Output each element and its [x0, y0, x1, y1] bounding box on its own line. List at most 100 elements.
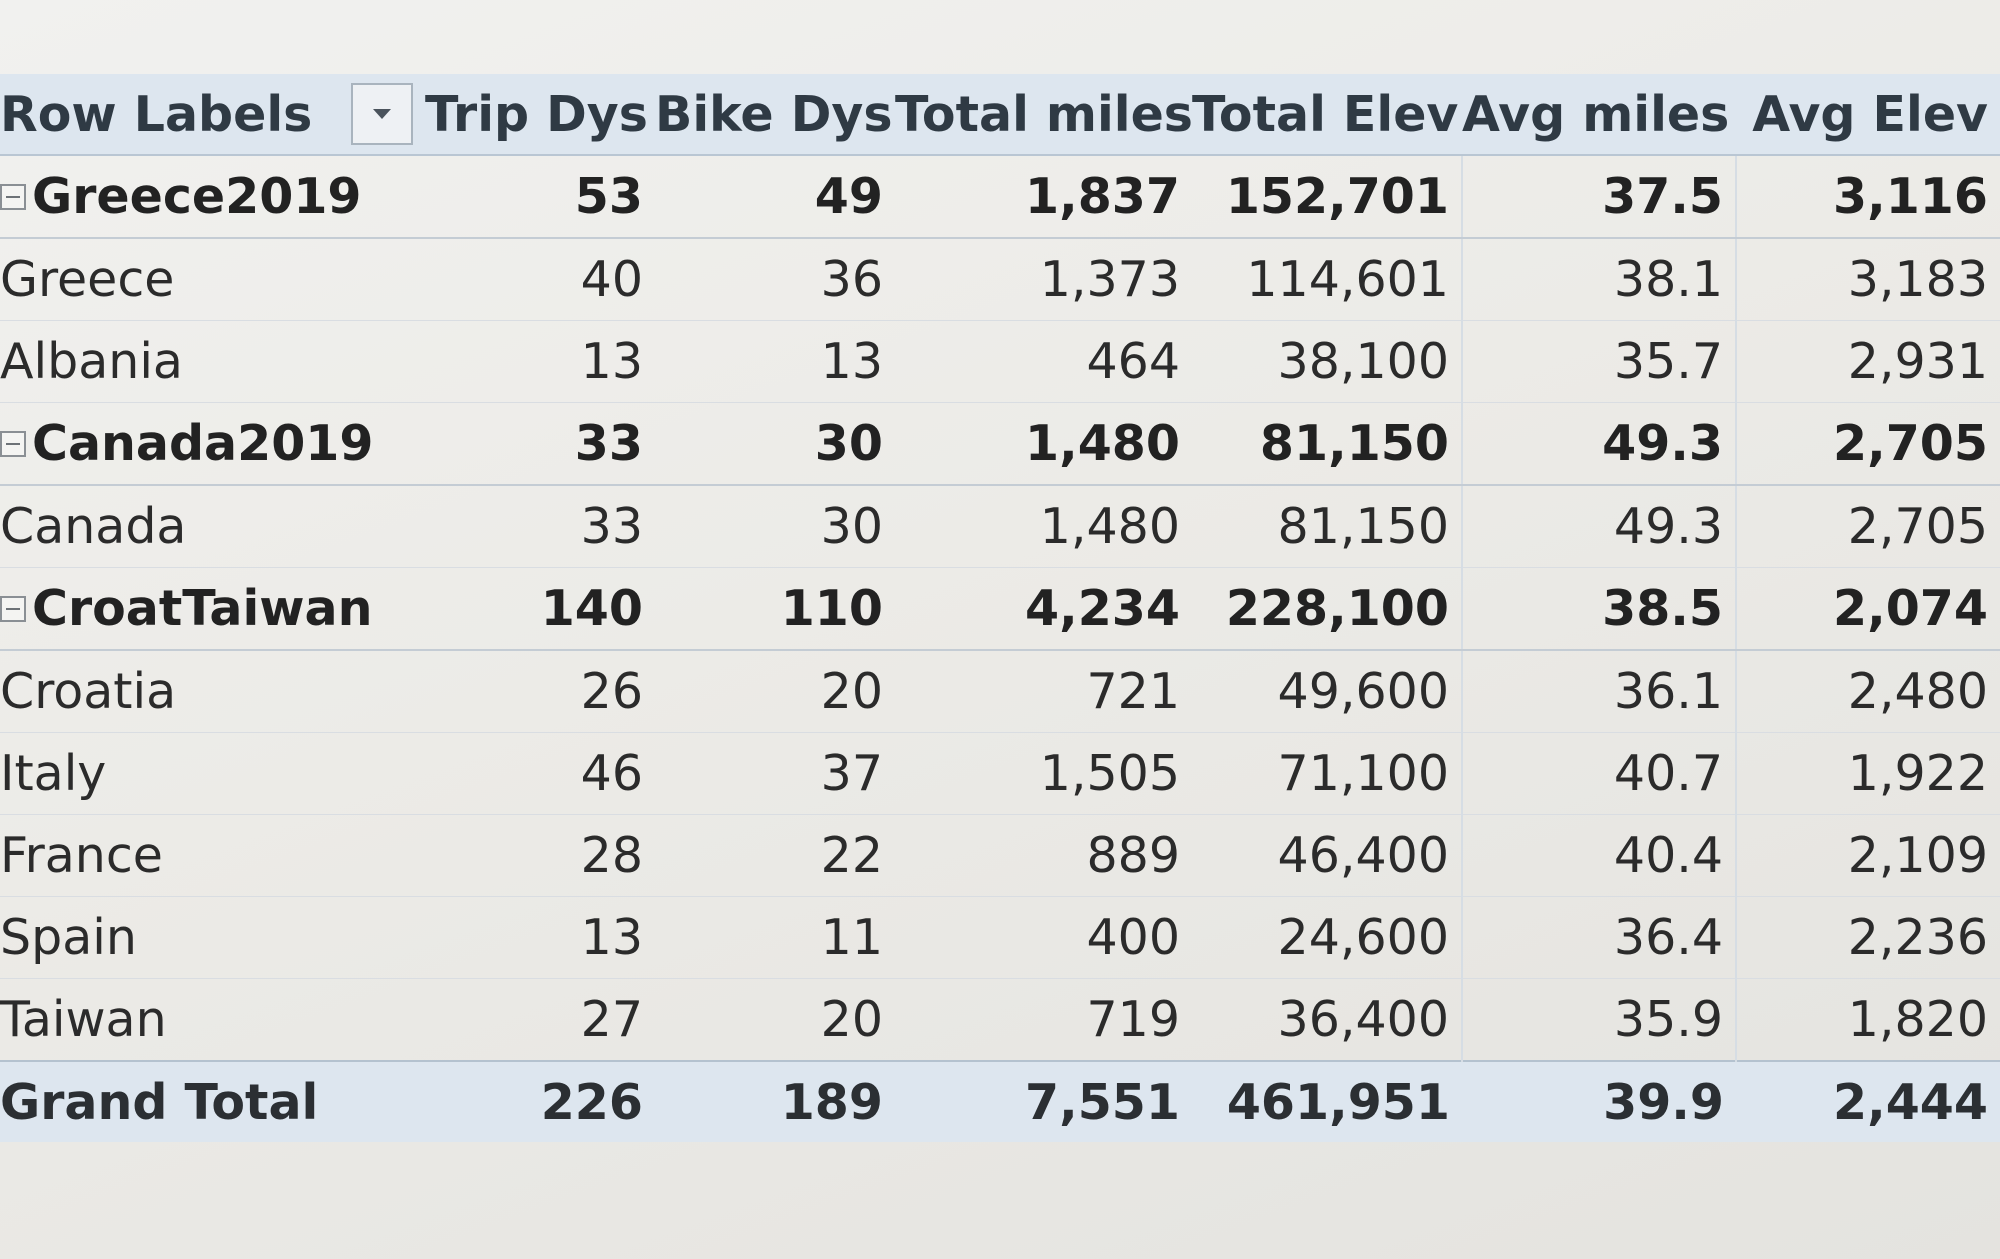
- header-row-labels: Row Labels: [0, 74, 425, 156]
- cell-avg-elev: 2,074: [1735, 567, 2000, 651]
- header-trip-dys[interactable]: Trip Dys: [425, 74, 655, 156]
- group-row[interactable]: Greece2019 53 49 1,837 152,701 37.5 3,11…: [0, 155, 2000, 239]
- cell-avg-elev: 3,116: [1735, 155, 2000, 239]
- cell-total-miles: 1,837: [895, 155, 1192, 239]
- row-labels-filter-button[interactable]: [351, 83, 413, 145]
- total-avg-elev: 2,444: [1736, 1060, 2000, 1142]
- country-label: Italy: [0, 732, 425, 815]
- cell-trip-dys: 46: [425, 732, 655, 815]
- country-label: Croatia: [0, 650, 425, 733]
- header-bike-dys[interactable]: Bike Dys: [655, 74, 895, 156]
- cell-avg-miles: 36.1: [1461, 650, 1736, 733]
- group-row[interactable]: CroatTaiwan 140 110 4,234 228,100 38.5 2…: [0, 567, 2000, 651]
- cell-trip-dys: 28: [425, 814, 655, 897]
- cell-trip-dys: 140: [425, 567, 655, 651]
- country-row[interactable]: Albania 13 13 464 38,100 35.7 2,931: [0, 320, 2000, 403]
- cell-total-elev: 81,150: [1192, 402, 1462, 486]
- cell-bike-dys: 110: [655, 567, 895, 651]
- cell-avg-miles: 36.4: [1461, 896, 1736, 979]
- cell-total-elev: 46,400: [1192, 814, 1462, 897]
- cell-avg-miles: 49.3: [1461, 402, 1736, 486]
- cell-total-elev: 38,100: [1192, 320, 1462, 403]
- cell-bike-dys: 30: [655, 402, 895, 486]
- cell-total-elev: 228,100: [1192, 567, 1462, 651]
- cell-avg-miles: 35.7: [1461, 320, 1736, 403]
- header-avg-elev[interactable]: Avg Elev: [1736, 74, 2000, 156]
- grand-total-row[interactable]: Grand Total 226 189 7,551 461,951 39.9 2…: [0, 1060, 2000, 1142]
- cell-bike-dys: 37: [655, 732, 895, 815]
- cell-trip-dys: 26: [425, 650, 655, 733]
- cell-avg-elev: 1,922: [1735, 732, 2000, 815]
- total-bike-dys: 189: [655, 1060, 895, 1142]
- cell-total-miles: 400: [895, 896, 1192, 979]
- cell-total-elev: 71,100: [1192, 732, 1462, 815]
- cell-total-miles: 1,505: [895, 732, 1192, 815]
- cell-avg-elev: 2,931: [1735, 320, 2000, 403]
- cell-avg-miles: 40.7: [1461, 732, 1736, 815]
- country-row[interactable]: Croatia 26 20 721 49,600 36.1 2,480: [0, 650, 2000, 733]
- country-row[interactable]: Taiwan 27 20 719 36,400 35.9 1,820: [0, 978, 2000, 1062]
- header-avg-miles[interactable]: Avg miles: [1462, 74, 1736, 156]
- cell-trip-dys: 40: [425, 238, 655, 321]
- group-row[interactable]: Canada2019 33 30 1,480 81,150 49.3 2,705: [0, 402, 2000, 486]
- cell-avg-elev: 2,236: [1735, 896, 2000, 979]
- cell-bike-dys: 13: [655, 320, 895, 403]
- cell-total-miles: 721: [895, 650, 1192, 733]
- cell-total-elev: 114,601: [1192, 238, 1462, 321]
- cell-avg-elev: 2,109: [1735, 814, 2000, 897]
- country-label: Greece: [0, 238, 425, 321]
- cell-total-miles: 719: [895, 978, 1192, 1062]
- cell-avg-elev: 3,183: [1735, 238, 2000, 321]
- total-total-elev: 461,951: [1192, 1060, 1462, 1142]
- cell-total-elev: 152,701: [1192, 155, 1462, 239]
- header-row-labels-text: Row Labels: [0, 85, 313, 143]
- header-total-miles[interactable]: Total miles: [895, 74, 1192, 156]
- cell-total-miles: 1,480: [895, 402, 1192, 486]
- cell-trip-dys: 13: [425, 896, 655, 979]
- group-label: CroatTaiwan: [32, 580, 373, 637]
- total-avg-miles: 39.9: [1462, 1060, 1736, 1142]
- cell-bike-dys: 20: [655, 650, 895, 733]
- country-row[interactable]: Greece 40 36 1,373 114,601 38.1 3,183: [0, 238, 2000, 321]
- cell-avg-miles: 40.4: [1461, 814, 1736, 897]
- cell-avg-elev: 2,705: [1735, 485, 2000, 568]
- cell-total-miles: 464: [895, 320, 1192, 403]
- header-total-elev[interactable]: Total Elev: [1192, 74, 1462, 156]
- country-row[interactable]: Spain 13 11 400 24,600 36.4 2,236: [0, 896, 2000, 979]
- cell-total-elev: 81,150: [1192, 485, 1462, 568]
- country-row[interactable]: France 28 22 889 46,400 40.4 2,109: [0, 814, 2000, 897]
- cell-total-miles: 4,234: [895, 567, 1192, 651]
- cell-trip-dys: 27: [425, 978, 655, 1062]
- header-row: Row Labels Trip Dys Bike Dys Total miles…: [0, 74, 2000, 156]
- country-label: France: [0, 814, 425, 897]
- cell-bike-dys: 49: [655, 155, 895, 239]
- cell-bike-dys: 22: [655, 814, 895, 897]
- collapse-icon[interactable]: [0, 183, 26, 210]
- country-row[interactable]: Canada 33 30 1,480 81,150 49.3 2,705: [0, 485, 2000, 568]
- cell-trip-dys: 13: [425, 320, 655, 403]
- cell-total-elev: 49,600: [1192, 650, 1462, 733]
- collapse-icon[interactable]: [0, 430, 26, 457]
- total-trip-dys: 226: [425, 1060, 655, 1142]
- dropdown-arrow-icon: [373, 109, 391, 119]
- collapse-icon[interactable]: [0, 595, 26, 622]
- cell-bike-dys: 20: [655, 978, 895, 1062]
- cell-avg-miles: 38.5: [1461, 567, 1736, 651]
- cell-total-elev: 36,400: [1192, 978, 1462, 1062]
- cell-avg-miles: 37.5: [1461, 155, 1736, 239]
- cell-avg-miles: 38.1: [1461, 238, 1736, 321]
- country-label: Taiwan: [0, 978, 425, 1062]
- cell-avg-elev: 2,705: [1735, 402, 2000, 486]
- cell-bike-dys: 36: [655, 238, 895, 321]
- cell-trip-dys: 33: [425, 402, 655, 486]
- country-row[interactable]: Italy 46 37 1,505 71,100 40.7 1,922: [0, 732, 2000, 815]
- country-label: Canada: [0, 485, 425, 568]
- cell-total-miles: 1,480: [895, 485, 1192, 568]
- cell-total-miles: 1,373: [895, 238, 1192, 321]
- cell-bike-dys: 11: [655, 896, 895, 979]
- cell-trip-dys: 53: [425, 155, 655, 239]
- country-label: Spain: [0, 896, 425, 979]
- total-total-miles: 7,551: [895, 1060, 1192, 1142]
- cell-avg-elev: 1,820: [1735, 978, 2000, 1062]
- group-label: Canada2019: [32, 415, 374, 472]
